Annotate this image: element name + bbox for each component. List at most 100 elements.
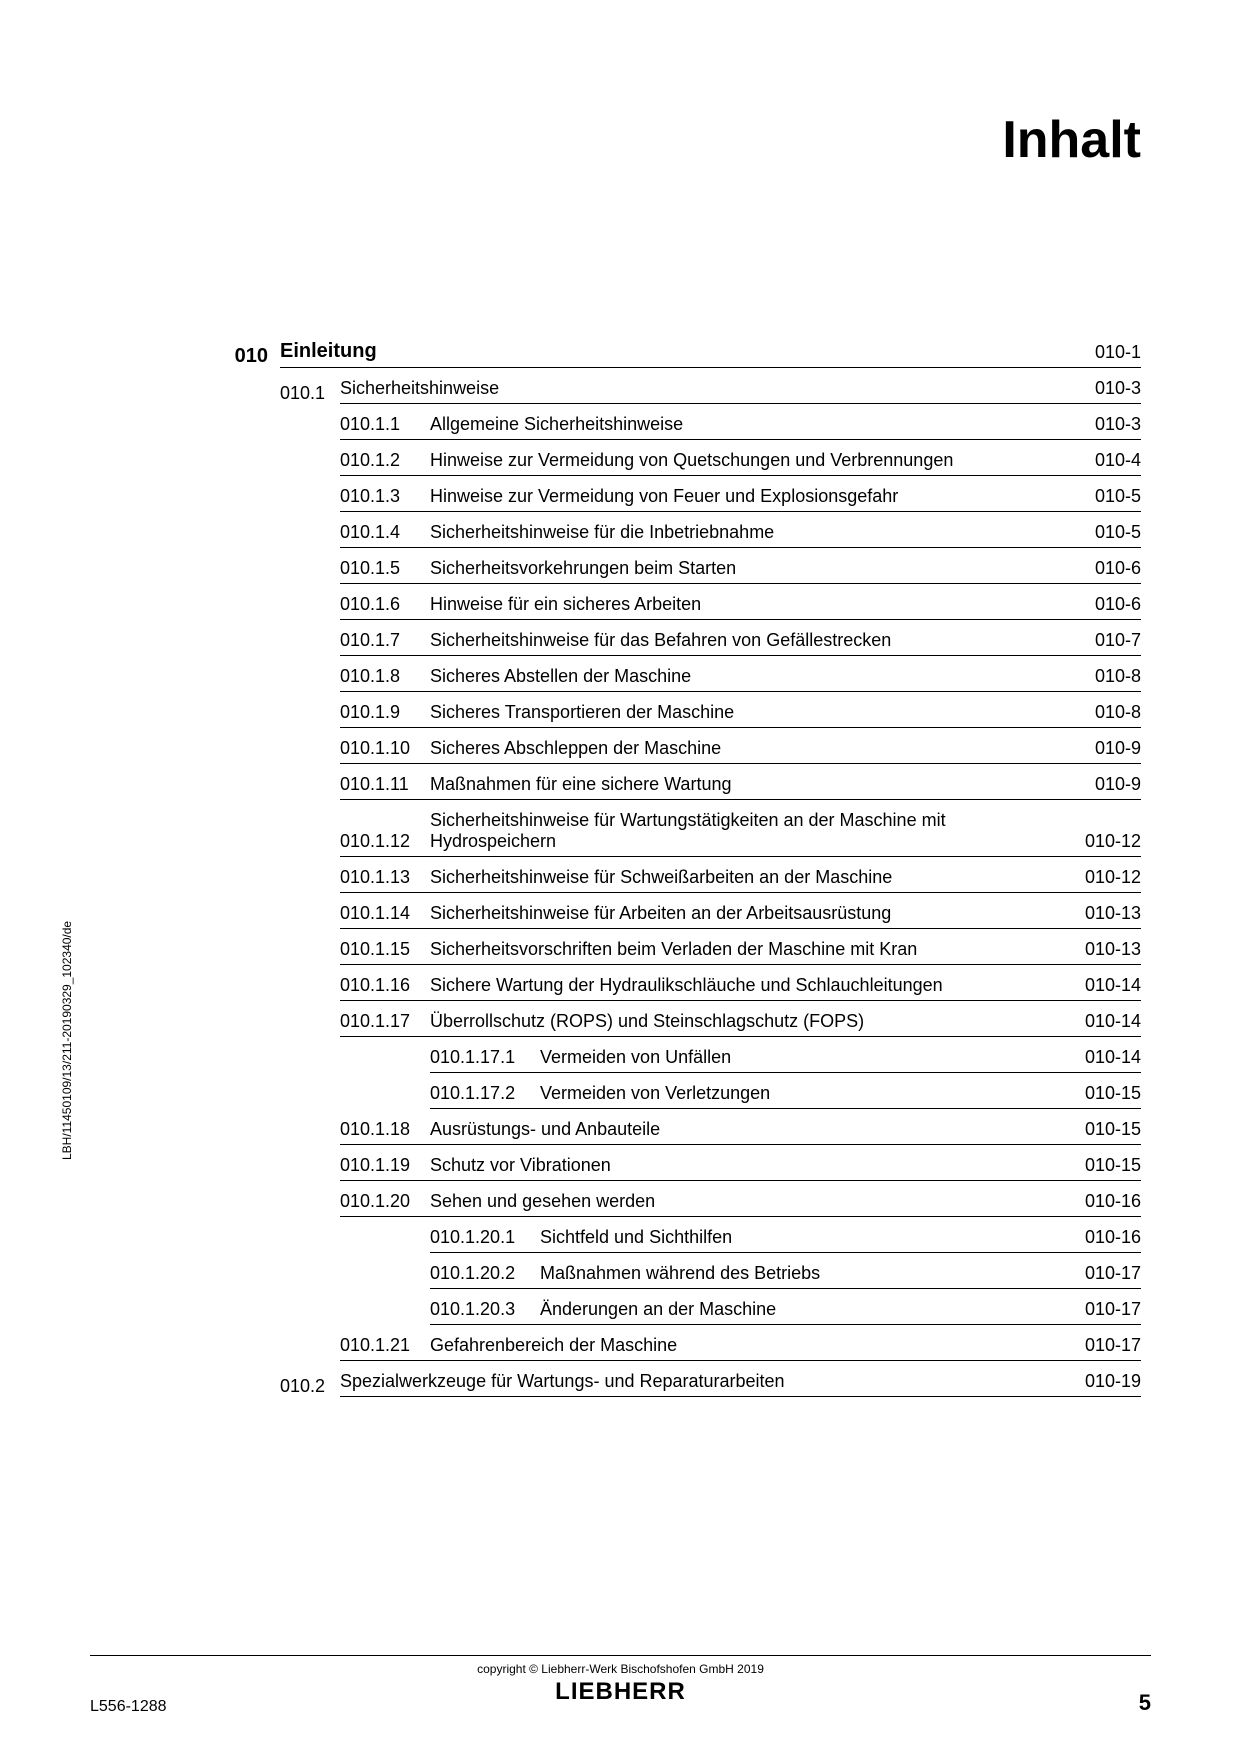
toc-title: Vermeiden von Unfällen: [540, 1047, 1061, 1073]
toc-number: 010.1.19: [340, 1155, 430, 1181]
toc-number: 010.1.9: [340, 702, 430, 728]
toc-entry: 010.1.16Sichere Wartung der Hydrauliksch…: [220, 969, 1141, 1005]
toc-entry: 010.1.9Sicheres Transportieren der Masch…: [220, 696, 1141, 732]
toc-title: Sichtfeld und Sichthilfen: [540, 1227, 1061, 1253]
toc-entry: 010.1.11Maßnahmen für eine sichere Wartu…: [220, 768, 1141, 804]
toc-title: Sicheres Abstellen der Maschine: [430, 666, 1061, 692]
toc-title: Spezialwerkzeuge für Wartungs- und Repar…: [340, 1371, 1061, 1397]
toc-title: Hinweise zur Vermeidung von Feuer und Ex…: [430, 486, 1061, 512]
toc-page: 010-15: [1061, 1155, 1141, 1181]
toc-title: Hinweise zur Vermeidung von Quetschungen…: [430, 450, 1061, 476]
toc-page: 010-17: [1061, 1263, 1141, 1289]
toc-entry: 010.1.18Ausrüstungs- und Anbauteile010-1…: [220, 1113, 1141, 1149]
toc-number: 010.1.2: [340, 450, 430, 476]
toc-number: 010.1.17.2: [430, 1083, 540, 1109]
document-number: L556-1288: [90, 1698, 167, 1716]
toc-entry: 010.1.2Hinweise zur Vermeidung von Quets…: [220, 444, 1141, 480]
toc-page: 010-3: [1061, 414, 1141, 440]
page-footer: copyright © Liebherr-Werk Bischofshofen …: [90, 1655, 1151, 1706]
toc-number: 010.1.3: [340, 486, 430, 512]
page-number: 5: [1139, 1690, 1151, 1716]
toc-number: 010.1.11: [340, 774, 430, 800]
toc-title: Gefahrenbereich der Maschine: [430, 1335, 1061, 1361]
toc-entry: 010.1.7Sicherheitshinweise für das Befah…: [220, 624, 1141, 660]
toc-number: 010.1.5: [340, 558, 430, 584]
toc-entry: 010.1.12Sicherheitshinweise für Wartungs…: [220, 804, 1141, 861]
toc-entry: 010.1.21Gefahrenbereich der Maschine010-…: [220, 1329, 1141, 1365]
toc-number: 010.1.12: [340, 831, 430, 857]
toc-title: Ausrüstungs- und Anbauteile: [430, 1119, 1061, 1145]
toc-number: 010.1.20.1: [430, 1227, 540, 1253]
toc-page: 010-9: [1061, 738, 1141, 764]
toc-entry: 010.1.17.1Vermeiden von Unfällen010-14: [220, 1041, 1141, 1077]
toc-page: 010-1: [1061, 342, 1141, 368]
toc-number: 010.1.14: [340, 903, 430, 929]
toc-number: 010.1.13: [340, 867, 430, 893]
toc-page: 010-7: [1061, 630, 1141, 656]
toc-title: Sicheres Abschleppen der Maschine: [430, 738, 1061, 764]
side-document-id: LBH/11450109/13/211-20190329_102340/de: [60, 921, 74, 1160]
toc-title: Sicherheitshinweise für Schweißarbeiten …: [430, 867, 1061, 893]
table-of-contents: 010Einleitung010-1010.1Sicherheitshinwei…: [220, 340, 1141, 1401]
toc-number: 010.1.6: [340, 594, 430, 620]
toc-entry: 010.1.14Sicherheitshinweise für Arbeiten…: [220, 897, 1141, 933]
toc-entry: 010.1.3Hinweise zur Vermeidung von Feuer…: [220, 480, 1141, 516]
toc-page: 010-14: [1061, 1047, 1141, 1073]
brand-logo: LIEBHERR: [90, 1678, 1151, 1706]
toc-number: 010.1.20: [340, 1191, 430, 1217]
copyright-text: copyright © Liebherr-Werk Bischofshofen …: [90, 1662, 1151, 1676]
toc-page: 010-5: [1061, 522, 1141, 548]
toc-entry: 010.1.10Sicheres Abschleppen der Maschin…: [220, 732, 1141, 768]
toc-entry: 010.1.5Sicherheitsvorkehrungen beim Star…: [220, 552, 1141, 588]
toc-number: 010.1.15: [340, 939, 430, 965]
toc-entry: 010Einleitung010-1: [220, 340, 1141, 372]
toc-number: 010.1.7: [340, 630, 430, 656]
toc-number: 010.1.17: [340, 1011, 430, 1037]
toc-entry: 010.1Sicherheitshinweise010-3: [220, 372, 1141, 408]
toc-number: 010: [220, 345, 280, 368]
toc-page: 010-5: [1061, 486, 1141, 512]
toc-title: Sicherheitshinweise für die Inbetriebnah…: [430, 522, 1061, 548]
toc-title: Maßnahmen für eine sichere Wartung: [430, 774, 1061, 800]
toc-title: Allgemeine Sicherheitshinweise: [430, 414, 1061, 440]
toc-number: 010.1.4: [340, 522, 430, 548]
toc-entry: 010.1.20.3Änderungen an der Maschine010-…: [220, 1293, 1141, 1329]
toc-page: 010-12: [1061, 831, 1141, 857]
toc-entry: 010.1.19Schutz vor Vibrationen010-15: [220, 1149, 1141, 1185]
toc-title: Vermeiden von Verletzungen: [540, 1083, 1061, 1109]
toc-entry: 010.1.17Überrollschutz (ROPS) und Steins…: [220, 1005, 1141, 1041]
toc-title: Schutz vor Vibrationen: [430, 1155, 1061, 1181]
toc-page: 010-14: [1061, 975, 1141, 1001]
toc-title: Sichere Wartung der Hydraulikschläuche u…: [430, 975, 1061, 1001]
toc-number: 010.1.10: [340, 738, 430, 764]
toc-page: 010-19: [1061, 1371, 1141, 1397]
toc-number: 010.2: [280, 1376, 340, 1397]
toc-title: Hinweise für ein sicheres Arbeiten: [430, 594, 1061, 620]
toc-title: Sicherheitsvorkehrungen beim Starten: [430, 558, 1061, 584]
toc-title: Maßnahmen während des Betriebs: [540, 1263, 1061, 1289]
toc-number: 010.1.20.3: [430, 1299, 540, 1325]
toc-page: 010-13: [1061, 939, 1141, 965]
toc-entry: 010.1.20.1Sichtfeld und Sichthilfen010-1…: [220, 1221, 1141, 1257]
toc-page: 010-17: [1061, 1299, 1141, 1325]
toc-page: 010-16: [1061, 1227, 1141, 1253]
toc-page: 010-6: [1061, 558, 1141, 584]
toc-number: 010.1.21: [340, 1335, 430, 1361]
toc-number: 010.1.20.2: [430, 1263, 540, 1289]
toc-title: Sehen und gesehen werden: [430, 1191, 1061, 1217]
toc-page: 010-15: [1061, 1083, 1141, 1109]
toc-page: 010-14: [1061, 1011, 1141, 1037]
toc-number: 010.1.18: [340, 1119, 430, 1145]
toc-number: 010.1.8: [340, 666, 430, 692]
toc-page: 010-13: [1061, 903, 1141, 929]
toc-page: 010-9: [1061, 774, 1141, 800]
toc-title: Überrollschutz (ROPS) und Steinschlagsch…: [430, 1011, 1061, 1037]
toc-entry: 010.1.20Sehen und gesehen werden010-16: [220, 1185, 1141, 1221]
toc-entry: 010.1.4Sicherheitshinweise für die Inbet…: [220, 516, 1141, 552]
toc-page: 010-6: [1061, 594, 1141, 620]
toc-entry: 010.1.13Sicherheitshinweise für Schweißa…: [220, 861, 1141, 897]
toc-number: 010.1.1: [340, 414, 430, 440]
toc-number: 010.1.16: [340, 975, 430, 1001]
toc-page: 010-12: [1061, 867, 1141, 893]
toc-title: Sicherheitshinweise: [340, 378, 1061, 404]
